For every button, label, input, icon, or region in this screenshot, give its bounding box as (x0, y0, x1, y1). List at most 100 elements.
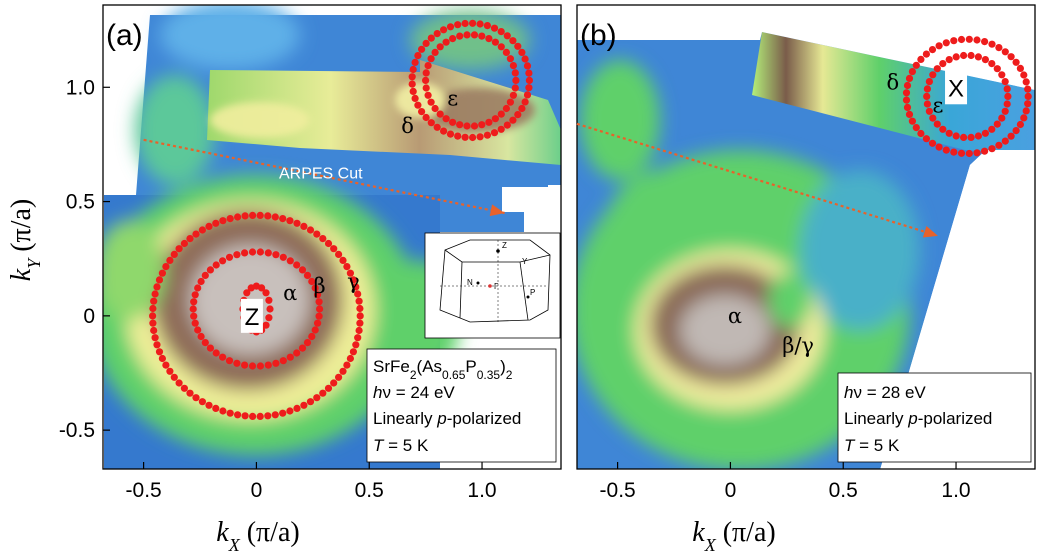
fs-point-γ (279, 409, 287, 417)
fs-point-γ (356, 312, 364, 320)
fs-point-α (243, 289, 251, 297)
fs-point-δ (903, 81, 912, 90)
fs-point-ε (424, 91, 432, 99)
fs-point-γ (271, 213, 279, 221)
panel-b-frame (576, 4, 1036, 470)
fs-point-γ (286, 407, 294, 415)
fs-point-γ (149, 312, 157, 320)
fs-point-γ (153, 341, 161, 349)
panel-a-cut-layer: ARPES Cut (143, 138, 505, 217)
high-symmetry-point-label: X (948, 75, 964, 102)
fs-point-ε (502, 104, 510, 113)
fs-point-β (206, 344, 214, 352)
fs-point-δ (518, 48, 526, 57)
fs-point-δ (490, 129, 499, 137)
fs-point-β (315, 298, 323, 306)
panel-a-xlabel: kX (π/a) (216, 517, 299, 554)
fs-point-δ (418, 108, 426, 116)
fs-point-γ (205, 401, 213, 409)
band-label: α (283, 281, 297, 305)
fs-point-γ (264, 212, 272, 220)
fs-point-ε (449, 118, 457, 126)
fs-point-ε (952, 132, 960, 140)
fs-point-β (264, 361, 272, 369)
fs-point-δ (1016, 64, 1024, 72)
fs-point-γ (150, 297, 158, 305)
fs-point-γ (271, 411, 279, 419)
fs-point-ε (431, 48, 439, 57)
y-tick-label: 0.5 (66, 191, 95, 214)
fs-point-δ (1001, 137, 1009, 145)
fs-point-γ (180, 239, 188, 248)
fs-point-ε (988, 125, 996, 133)
fs-point-δ (414, 52, 422, 60)
panel-b-cut-layer (576, 122, 939, 238)
fs-point-ε (485, 118, 493, 126)
fs-point-ε (442, 115, 450, 123)
fs-point-ε (939, 125, 947, 133)
fs-point-γ (352, 283, 360, 291)
fs-point-β (191, 291, 199, 299)
fs-point-δ (902, 89, 911, 97)
fs-point-δ (965, 149, 973, 158)
band-label: γ (347, 270, 360, 294)
panel-a-info-energy: hν = 24 eV (373, 383, 455, 402)
fs-point-δ (928, 139, 937, 147)
fs-point-ε (974, 132, 983, 140)
fs-point-δ (935, 143, 943, 151)
fs-point-δ (965, 35, 973, 43)
fs-point-γ (198, 398, 206, 406)
fs-point-β (272, 359, 280, 367)
fs-point-ε (491, 115, 499, 123)
fs-point-β (197, 332, 205, 341)
fs-point-δ (995, 44, 1003, 52)
fs-point-ε (427, 98, 435, 106)
panel-a-ylabel: kY (π/a) (6, 199, 44, 281)
fs-point-δ (523, 62, 532, 70)
fs-point-β (248, 248, 257, 256)
fs-point-β (194, 326, 202, 334)
fs-point-ε (436, 43, 444, 51)
fs-point-δ (440, 127, 448, 135)
fs-point-δ (912, 61, 920, 69)
x-tick-label: 0.5 (829, 479, 858, 502)
fs-point-γ (300, 222, 308, 230)
fs-point-β (225, 253, 234, 261)
fs-point-ε (470, 122, 479, 130)
fs-point-ε (485, 35, 493, 43)
fs-point-γ (198, 226, 206, 234)
fs-point-β (248, 362, 257, 370)
fs-point-β (311, 284, 319, 292)
fs-point-γ (256, 412, 264, 420)
panel-a-info-temperature: T = 5 K (373, 436, 429, 455)
fs-point-ε (422, 69, 430, 77)
fs-point-α (262, 321, 270, 329)
fs-point-β (190, 312, 198, 320)
bz-z-label: Z (502, 241, 507, 250)
panel-a-ticks: -0.5 0 0.5 1.0 1.0 0.5 0 -0.5 (59, 76, 497, 502)
fs-point-β (201, 339, 209, 347)
fs-point-β (194, 284, 202, 292)
bz-p-label: P (530, 288, 535, 297)
fs-point-β (314, 319, 322, 327)
fs-point-δ (922, 135, 931, 143)
fs-point-γ (330, 379, 338, 387)
panel-a: (a) Z Y N Γ P SrFe2(As0.65P (6, 4, 562, 554)
fs-point-δ (1016, 120, 1024, 129)
fs-point-γ (354, 334, 362, 342)
fs-point-β (279, 357, 287, 365)
panel-b: (b) hν = 28 eV Linearly p-polarized T = … (576, 4, 1036, 554)
fs-point-δ (418, 45, 426, 53)
fs-point-γ (192, 394, 200, 402)
fs-point-δ (908, 68, 917, 76)
fs-point-ε (497, 110, 505, 118)
fs-point-γ (343, 263, 351, 271)
fs-point-ε (929, 114, 937, 122)
panel-b-info-polarization: Linearly p-polarized (844, 409, 992, 428)
fs-point-β (190, 298, 198, 306)
fs-point-γ (355, 326, 363, 335)
fs-point-γ (180, 384, 188, 392)
fs-point-ε (923, 92, 931, 100)
fs-point-δ (483, 131, 491, 139)
